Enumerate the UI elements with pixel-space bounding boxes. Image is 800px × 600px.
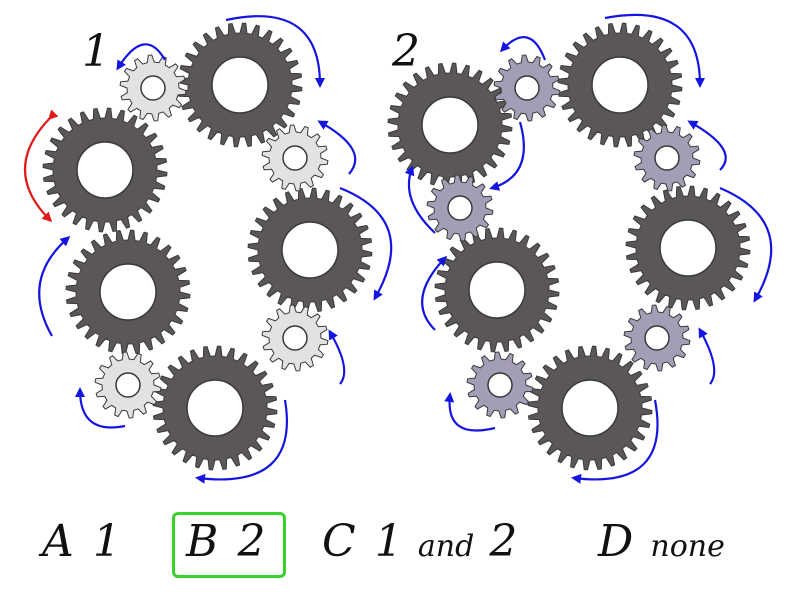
rotation-arrow: [38, 236, 71, 337]
answer-option-d[interactable]: D none: [598, 520, 725, 564]
rotation-arrow: [489, 121, 525, 191]
answer-option-b[interactable]: B 2: [186, 520, 265, 564]
gear-axle-hole: [659, 219, 717, 277]
rotation-arrow: [404, 165, 436, 234]
option-value: 2: [237, 516, 266, 567]
gear-trains-drawing: [23, 13, 773, 484]
rotation-arrow: [225, 15, 325, 88]
correct-answer-highlight: [172, 512, 286, 578]
small-gear: [623, 304, 691, 372]
gear-axle-hole: [282, 325, 308, 351]
rotation-arrow: [444, 392, 496, 432]
big-gear: [177, 22, 303, 148]
gear-axle-hole: [421, 96, 479, 154]
big-gear: [247, 187, 373, 313]
panel-2-gears: [387, 13, 773, 484]
small-gear: [426, 174, 494, 242]
small-gear: [119, 54, 187, 122]
gear-axle-hole: [281, 221, 339, 279]
rotation-arrow: [328, 329, 346, 385]
option-letter: A: [42, 516, 74, 567]
gear-axle-hole: [140, 75, 166, 101]
gear-axle-hole: [211, 56, 269, 114]
big-gear: [387, 62, 513, 188]
big-gear: [42, 107, 168, 233]
big-gear: [625, 185, 751, 311]
big-gear: [527, 345, 653, 471]
rotation-arrow: [75, 387, 126, 429]
option-letter: B: [186, 516, 219, 567]
small-gear: [493, 54, 561, 122]
small-gear: [261, 124, 329, 192]
gear-axle-hole: [644, 325, 670, 351]
rotation-arrow: [687, 120, 727, 171]
small-gear: [261, 304, 329, 372]
rotation-arrow: [698, 327, 716, 385]
gear-axle-hole: [514, 75, 540, 101]
big-gear: [434, 227, 560, 353]
panel-2-label: 2: [392, 26, 420, 77]
option-value-1: 1: [374, 516, 403, 567]
gear-axle-hole: [99, 263, 157, 321]
rotation-arrow: [317, 120, 357, 175]
gear-axle-hole: [591, 56, 649, 114]
gear-axle-hole: [115, 372, 141, 398]
big-gear: [152, 345, 278, 471]
answer-options: A 1 B 2 C 1 and 2 D none: [0, 508, 800, 588]
gear-axle-hole: [561, 379, 619, 437]
big-gear: [557, 22, 683, 148]
rotation-arrow-red: [23, 109, 59, 223]
small-gear: [633, 124, 701, 192]
rotation-arrow: [421, 255, 448, 331]
option-value: none: [650, 529, 725, 564]
gear-axle-hole: [487, 372, 513, 398]
option-letter: D: [598, 516, 634, 567]
gear-axle-hole: [654, 145, 680, 171]
rotation-arrow: [499, 36, 547, 61]
rotation-arrow: [571, 399, 659, 484]
gear-axle-hole: [468, 261, 526, 319]
rotation-arrow: [195, 399, 288, 484]
rotation-arrow: [116, 43, 166, 71]
gear-axle-hole: [76, 141, 134, 199]
rotation-arrow: [604, 13, 705, 88]
option-value-2: 2: [489, 516, 518, 567]
gear-axle-hole: [447, 195, 473, 221]
small-gear: [466, 351, 534, 419]
rotation-arrow: [339, 186, 393, 301]
option-value: 1: [92, 516, 121, 567]
option-letter: C: [322, 516, 356, 567]
panel-1-gears: [23, 15, 393, 484]
panel-1-label: 1: [82, 26, 110, 77]
answer-option-a[interactable]: A 1: [42, 520, 121, 564]
rotation-arrow: [719, 186, 773, 303]
small-gear: [94, 351, 162, 419]
big-gear: [65, 229, 191, 355]
answer-option-c[interactable]: C 1 and 2: [322, 520, 517, 564]
gear-axle-hole: [282, 145, 308, 171]
option-conjunction: and: [417, 529, 475, 564]
gear-axle-hole: [186, 379, 244, 437]
